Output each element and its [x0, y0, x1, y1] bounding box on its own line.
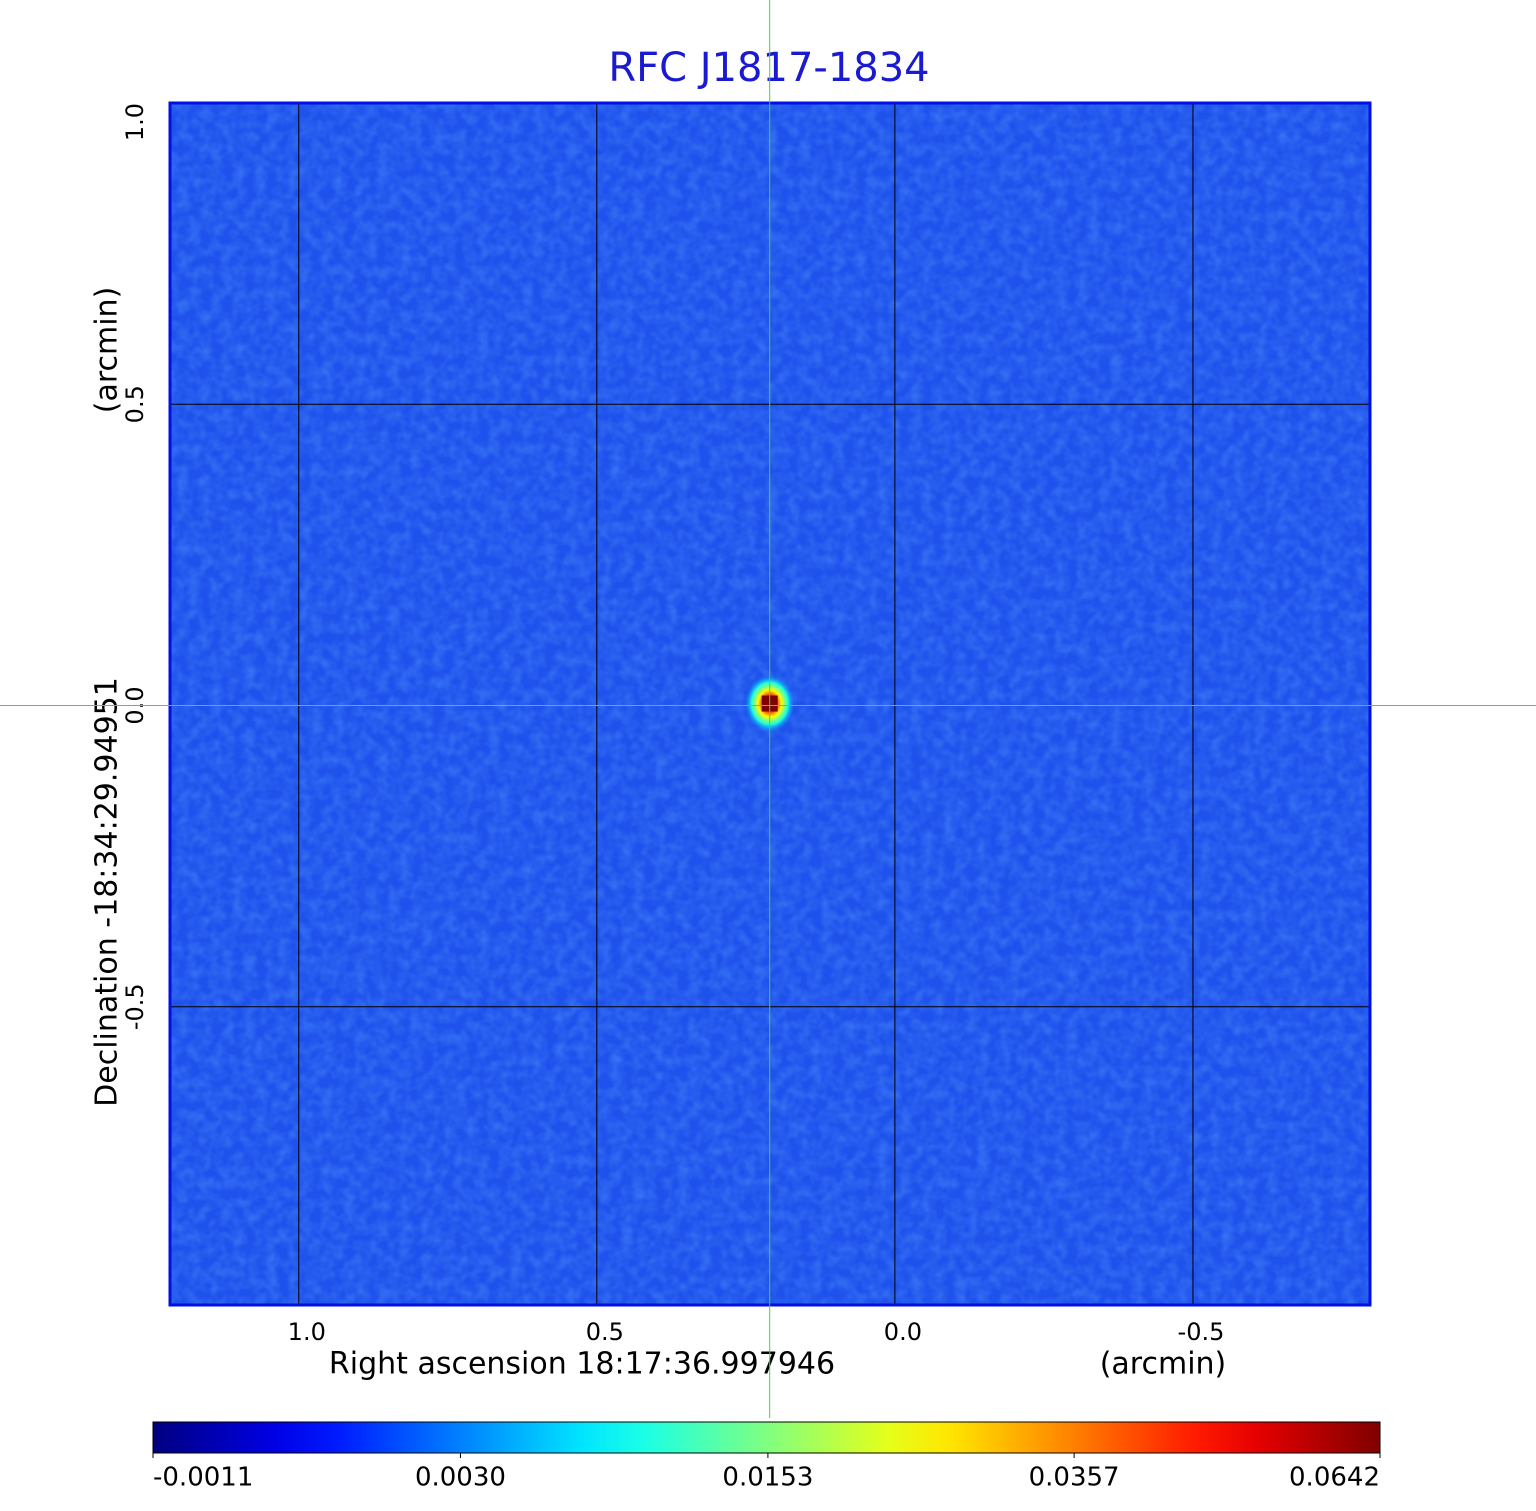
x-tick-label: 1.0 [288, 1318, 326, 1346]
colorbar-tick-label: 0.0357 [1029, 1463, 1120, 1493]
x-tick-label: -0.5 [1178, 1318, 1225, 1346]
colorbar-tick-label: 0.0642 [1289, 1463, 1380, 1493]
y-tick-label: -0.5 [121, 983, 149, 1030]
colorbar-tick-label: 0.0030 [415, 1463, 506, 1493]
colorbar-tick-label: -0.0011 [153, 1463, 253, 1493]
chart-title: RFC J1817-1834 [608, 45, 929, 91]
y-tick-label: 1.0 [121, 103, 149, 141]
x-axis-unit: (arcmin) [1100, 1347, 1227, 1382]
x-tick-label: 0.0 [884, 1318, 922, 1346]
x-tick-label: 0.5 [586, 1318, 624, 1346]
y-axis-label: Declination -18:34:29.94951 [90, 677, 125, 1107]
x-axis-label: Right ascension 18:17:36.997946 [329, 1347, 835, 1382]
colorbar-tick-label: 0.0153 [722, 1463, 813, 1493]
y-tick-label: 0.5 [121, 385, 149, 423]
colorbar [152, 1421, 1381, 1454]
y-axis-unit: (arcmin) [90, 287, 125, 414]
